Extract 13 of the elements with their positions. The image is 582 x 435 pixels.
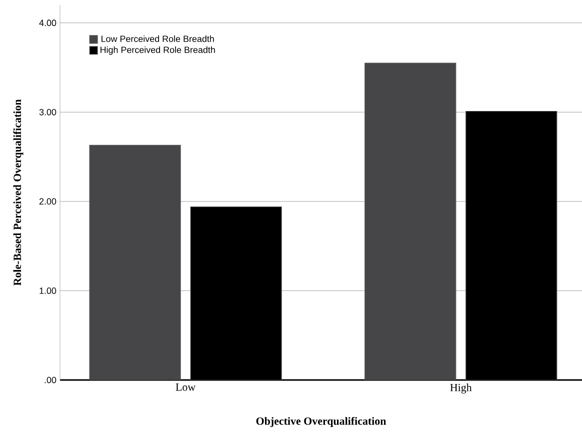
legend-label: High Perceived Role Breadth [100,46,215,55]
y-tick-label: 3.00 [39,108,56,116]
x-axis-title: Objective Overqualification [256,416,386,428]
y-axis-title: Role-Based Perceived Overqualification [13,99,24,286]
y-tick-label: 4.00 [39,20,56,26]
x-tick-label: High [450,384,472,394]
y-tick-label: .00 [44,376,56,384]
x-tick-label: Low [176,384,196,391]
y-tick-label: 2.00 [39,198,56,205]
bar [364,62,456,380]
bar [89,144,181,380]
legend-label: Low Perceived Role Breadth [102,35,214,42]
y-tick-label: 1.00 [40,288,56,294]
